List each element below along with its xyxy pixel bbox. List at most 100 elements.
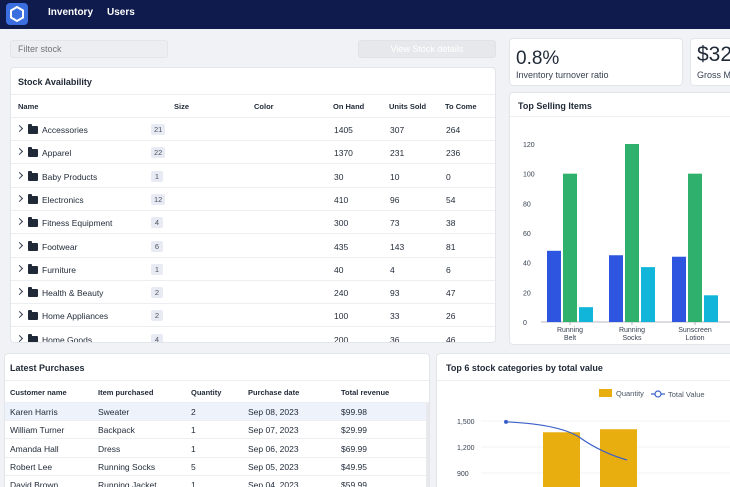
col-purchase-date[interactable]: Purchase date <box>248 388 300 397</box>
row-divider <box>5 438 426 440</box>
nav-users[interactable]: Users <box>107 7 135 18</box>
stock-row[interactable]: Home Appliances 2 100 33 26 <box>11 304 495 328</box>
stock-row[interactable]: Footwear 6 435 143 81 <box>11 235 495 258</box>
stock-item-count-badge: 2 <box>151 287 163 299</box>
col-quantity[interactable]: Quantity <box>191 388 222 397</box>
col-total-revenue[interactable]: Total revenue <box>341 388 390 397</box>
expand-chevron-icon[interactable] <box>15 288 24 296</box>
nav-inventory[interactable]: Inventory <box>48 7 94 18</box>
top-navbar: Inventory Users <box>0 0 730 29</box>
purchase-revenue: $29.99 <box>341 425 367 436</box>
stock-row[interactable]: Apparel 22 1370 231 236 <box>11 141 495 165</box>
row-divider <box>11 233 495 235</box>
view-stock-details-button[interactable]: View Stock details <box>358 40 496 58</box>
stock-item-count-badge: 2 <box>151 310 163 322</box>
col-customer[interactable]: Customer name <box>10 388 67 397</box>
col-name[interactable]: Name <box>18 102 39 111</box>
row-divider <box>5 456 426 458</box>
kpi-gross-margin-label: Gross Ma <box>697 70 730 80</box>
bar <box>547 250 561 322</box>
stock-units-sold: 143 <box>390 241 405 252</box>
purchase-customer: William Turner <box>10 425 65 436</box>
col-color[interactable]: Color <box>254 102 274 111</box>
y-tick-label: 0 <box>523 320 527 327</box>
x-tick-label: Running <box>619 327 645 334</box>
purchase-row[interactable]: Amanda Hall Dress 1 Sep 06, 2023 $69.99 <box>5 440 426 458</box>
col-to-come[interactable]: To Come <box>445 102 477 111</box>
purchase-revenue: $69.99 <box>341 443 367 454</box>
top-categories-title: Top 6 stock categories by total value <box>446 363 603 373</box>
stock-row[interactable]: Health & Beauty 2 240 93 47 <box>11 281 495 305</box>
stock-item-count-badge: 1 <box>151 170 163 182</box>
expand-chevron-icon[interactable] <box>15 334 24 342</box>
latest-purchases-card: Latest Purchases Customer name Item purc… <box>4 353 430 487</box>
col-size[interactable]: Size <box>174 102 190 111</box>
stock-row[interactable]: Fitness Equipment 4 300 73 38 <box>11 211 495 235</box>
stock-units-sold: 93 <box>390 288 400 299</box>
legend-quantity-label: Quantity <box>616 389 644 398</box>
purchase-item: Dress <box>98 443 121 454</box>
col-on-hand[interactable]: On Hand <box>333 102 365 111</box>
stock-row[interactable]: Accessories 21 1405 307 264 <box>11 118 495 141</box>
stock-units-sold: 96 <box>390 194 400 205</box>
col-units-sold[interactable]: Units Sold <box>389 102 427 111</box>
stock-units-sold: 231 <box>390 148 405 159</box>
expand-chevron-icon[interactable] <box>15 218 24 226</box>
stock-to-come: 6 <box>446 264 451 275</box>
purchase-item: Running Jacket <box>98 480 157 487</box>
stock-on-hand: 200 <box>334 334 349 343</box>
stock-row[interactable]: Electronics 12 410 96 54 <box>11 188 495 211</box>
kpi-turnover-label: Inventory turnover ratio <box>516 70 609 80</box>
quantity-bar <box>543 432 580 487</box>
expand-chevron-icon[interactable] <box>15 311 24 319</box>
stock-on-hand: 40 <box>334 264 344 275</box>
stock-row-name: Home Goods <box>42 334 93 343</box>
divider <box>11 94 495 95</box>
stock-row-name: Accessories <box>42 125 88 135</box>
purchase-row[interactable]: Karen Harris Sweater 2 Sep 08, 2023 $99.98 <box>5 403 426 421</box>
folder-icon <box>28 147 38 158</box>
total-value-line <box>505 421 628 461</box>
bar <box>672 256 686 322</box>
folder-icon <box>28 287 38 298</box>
stock-row[interactable]: Home Goods 4 200 36 46 <box>11 328 495 343</box>
expand-chevron-icon[interactable] <box>15 148 24 156</box>
y-tick-label: 100 <box>523 172 535 179</box>
y-tick-label: 1,500 <box>457 419 475 426</box>
expand-chevron-icon[interactable] <box>15 124 24 133</box>
purchase-customer: Robert Lee <box>10 461 53 472</box>
bar <box>704 295 718 322</box>
y-tick-label: 80 <box>523 201 531 208</box>
expand-chevron-icon[interactable] <box>15 241 24 249</box>
purchase-row[interactable]: David Brown Running Jacket 1 Sep 04, 2023 $5… <box>5 476 426 487</box>
stock-row[interactable]: Baby Products 1 30 10 0 <box>11 165 495 188</box>
row-divider <box>11 209 495 211</box>
bar <box>563 173 577 322</box>
expand-chevron-icon[interactable] <box>15 194 24 202</box>
stock-row-name: Electronics <box>42 194 84 205</box>
expand-chevron-icon[interactable] <box>15 264 24 272</box>
y-tick-label: 120 <box>523 142 535 149</box>
app-logo-icon[interactable] <box>6 3 28 25</box>
x-tick-label: Socks <box>622 335 642 342</box>
stock-to-come: 264 <box>446 125 461 135</box>
quantity-bar <box>600 429 637 487</box>
purchase-row[interactable]: William Turner Backpack 1 Sep 07, 2023 $29.9… <box>5 421 426 440</box>
bar <box>579 307 593 322</box>
legend-total-value-label: Total Value <box>668 390 705 399</box>
filter-stock-input[interactable] <box>10 40 168 58</box>
expand-chevron-icon[interactable] <box>15 171 24 179</box>
purchase-date: Sep 06, 2023 <box>248 443 299 454</box>
stock-to-come: 54 <box>446 194 456 205</box>
divider <box>5 402 429 403</box>
purchases-scrollbar[interactable] <box>426 403 429 487</box>
purchase-quantity: 1 <box>191 443 196 454</box>
stock-row[interactable]: Furniture 1 40 4 6 <box>11 258 495 281</box>
col-item[interactable]: Item purchased <box>98 388 154 397</box>
divider <box>11 117 495 118</box>
stock-on-hand: 100 <box>334 311 349 322</box>
purchase-customer: David Brown <box>10 480 59 487</box>
legend-quantity-swatch <box>599 389 612 397</box>
stock-item-count-badge: 4 <box>151 333 163 342</box>
purchase-row[interactable]: Robert Lee Running Socks 5 Sep 05, 2023 $49.… <box>5 458 426 476</box>
